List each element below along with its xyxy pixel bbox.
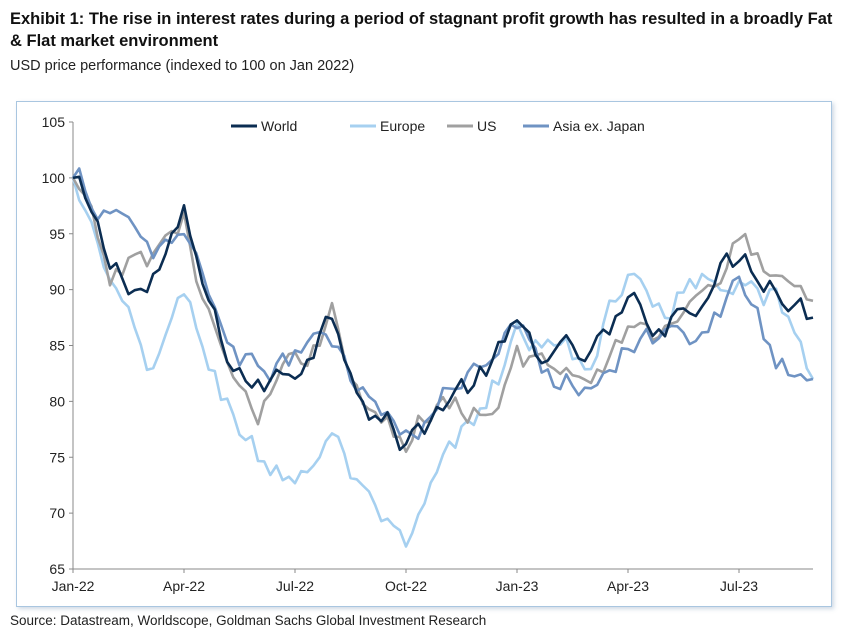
y-tick-label: 100 [42, 170, 66, 186]
line-chart: 65 70 75 80 85 90 95 100 105 Jan-22 Apr-22 Jul-22 Oc… [42, 114, 815, 594]
x-tick-label: Jul-22 [276, 578, 314, 594]
y-tick-label: 95 [49, 226, 65, 242]
series-line-world [72, 175, 814, 452]
y-tick-label: 75 [49, 449, 65, 465]
x-tick-label: Apr-23 [607, 578, 649, 594]
legend-label: World [261, 118, 297, 134]
x-tick-label: Jan-23 [496, 578, 539, 594]
y-tick-label: 105 [42, 114, 66, 130]
y-tick-label: 85 [49, 338, 65, 354]
legend-label: Asia ex. Japan [553, 118, 645, 134]
exhibit-title: Exhibit 1: The rise in interest rates du… [10, 10, 833, 50]
x-tick-label: Apr-22 [163, 578, 205, 594]
x-tick-label: Jul-23 [720, 578, 758, 594]
exhibit-subtitle: USD price performance (indexed to 100 on… [10, 58, 355, 74]
series-line-europe [71, 177, 815, 548]
legend-label: US [477, 118, 496, 134]
x-tick-label: Oct-22 [385, 578, 427, 594]
y-tick-label: 70 [49, 505, 65, 521]
y-tick-label: 90 [49, 282, 65, 298]
series-line-us [71, 177, 814, 454]
legend-label: Europe [380, 118, 425, 134]
y-tick-label: 65 [49, 561, 65, 577]
x-tick-label: Jan-22 [52, 578, 95, 594]
y-tick-label: 80 [49, 393, 65, 409]
chart-frame: 65 70 75 80 85 90 95 100 105 Jan-22 Apr-22 Jul-22 Oc… [16, 101, 832, 607]
source-note: Source: Datastream, Worldscope, Goldman … [10, 613, 487, 628]
